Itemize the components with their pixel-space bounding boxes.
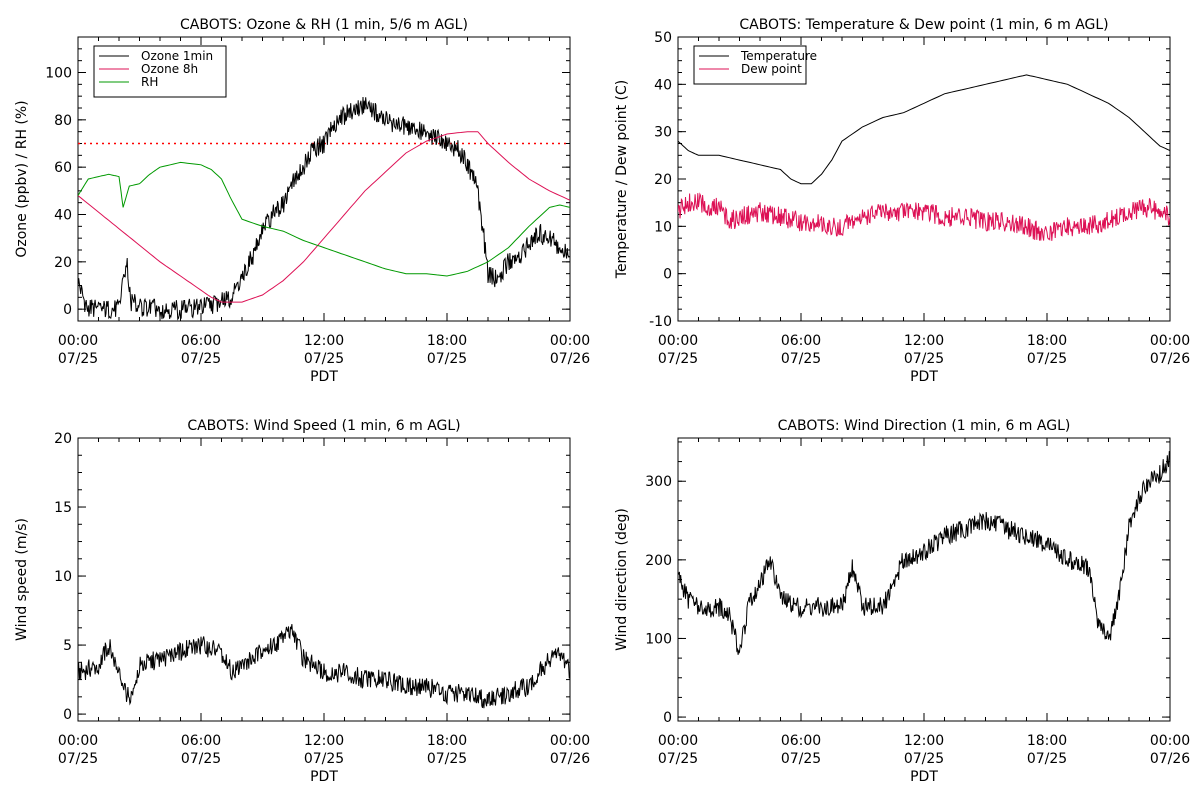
legend-label: Temperature: [740, 49, 817, 63]
legend-label: Ozone 8h: [141, 62, 198, 76]
plot-frame: [677, 437, 1171, 722]
x-tick-label: 18:00: [1027, 733, 1067, 749]
x-tick-label: 07/26: [1150, 351, 1190, 367]
panel-1: CABOTS: Ozone & RH (1 min, 5/6 m AGL) 00:…: [14, 17, 590, 385]
y-tick-label: 50: [654, 30, 672, 46]
x-tick-label: 00:00: [1150, 733, 1190, 749]
x-tick-label: 07/25: [58, 751, 98, 767]
x-tick-label: 07/25: [304, 351, 344, 367]
series-line-rh: [78, 161, 570, 277]
x-tick-label: 07/25: [658, 351, 698, 367]
x-tick-label: 18:00: [1027, 333, 1067, 349]
x-tick-label: 07/25: [904, 751, 944, 767]
y-tick-label: 40: [54, 208, 72, 224]
x-axis-label: PDT: [310, 769, 338, 785]
y-tick-label: 0: [663, 710, 672, 726]
x-tick-label: 00:00: [58, 333, 98, 349]
y-tick-label: 30: [654, 125, 672, 141]
y-tick-label: -10: [649, 314, 672, 330]
series-line-ozone-8h: [78, 131, 570, 303]
x-tick-label: 07/25: [304, 751, 344, 767]
y-tick-label: 0: [663, 267, 672, 283]
y-axis-label: Wind direction (deg): [614, 508, 630, 651]
x-tick-label: 07/26: [1150, 751, 1190, 767]
x-tick-label: 06:00: [781, 333, 821, 349]
x-tick-label: 07/26: [550, 351, 590, 367]
x-tick-label: 07/25: [58, 351, 98, 367]
y-tick-label: 80: [54, 113, 72, 129]
y-tick-label: 0: [63, 302, 72, 318]
x-tick-label: 12:00: [904, 333, 944, 349]
x-tick-label: 12:00: [304, 333, 344, 349]
y-axis-label: Ozone (ppbv) / RH (%): [14, 100, 30, 257]
x-tick-label: 07/25: [427, 351, 467, 367]
y-tick-label: 200: [645, 553, 672, 569]
x-tick-label: 07/25: [781, 751, 821, 767]
series-line-temperature: [678, 74, 1170, 185]
y-tick-label: 300: [645, 474, 672, 490]
x-tick-label: 00:00: [550, 333, 590, 349]
x-tick-label: 07/25: [1027, 751, 1067, 767]
x-axis-label: PDT: [910, 769, 938, 785]
y-axis-label: Wind speed (m/s): [14, 518, 30, 641]
series-line-ozone-1min: [78, 96, 570, 321]
x-tick-label: 07/25: [1027, 351, 1067, 367]
y-tick-label: 0: [63, 707, 72, 723]
x-tick-label: 18:00: [427, 333, 467, 349]
x-tick-label: 07/25: [181, 751, 221, 767]
x-tick-label: 07/25: [181, 351, 221, 367]
x-tick-label: 00:00: [550, 733, 590, 749]
x-tick-label: 07/25: [658, 751, 698, 767]
x-axis-label: PDT: [310, 369, 338, 385]
panel-4: CABOTS: Wind Direction (1 min, 6 m AGL) 0…: [614, 418, 1190, 785]
x-tick-label: 00:00: [1150, 333, 1190, 349]
chart-title: CABOTS: Temperature & Dew point (1 min, …: [739, 17, 1108, 33]
x-tick-label: 18:00: [427, 733, 467, 749]
panel-2: CABOTS: Temperature & Dew point (1 min, …: [614, 17, 1190, 385]
chart-title: CABOTS: Ozone & RH (1 min, 5/6 m AGL): [180, 17, 468, 33]
y-tick-label: 100: [645, 631, 672, 647]
series-line-wind-direction: [678, 451, 1170, 655]
y-tick-label: 20: [54, 255, 72, 271]
legend-label: RH: [141, 75, 158, 89]
chart-title: CABOTS: Wind Speed (1 min, 6 m AGL): [187, 418, 460, 434]
x-tick-label: 07/25: [904, 351, 944, 367]
x-tick-label: 12:00: [904, 733, 944, 749]
y-axis-label: Temperature / Dew point (C): [614, 80, 630, 279]
x-tick-label: 00:00: [658, 333, 698, 349]
y-tick-label: 20: [54, 431, 72, 447]
plot-frame: [77, 437, 571, 722]
x-tick-label: 12:00: [304, 733, 344, 749]
y-tick-label: 10: [54, 569, 72, 585]
legend-label: Ozone 1min: [141, 49, 213, 63]
y-tick-label: 40: [654, 77, 672, 93]
series-line-wind-speed: [78, 624, 570, 709]
y-tick-label: 20: [654, 172, 672, 188]
y-tick-label: 10: [654, 219, 672, 235]
x-axis-label: PDT: [910, 369, 938, 385]
legend-box: [93, 45, 227, 98]
y-tick-label: 15: [54, 500, 72, 516]
x-tick-label: 06:00: [181, 333, 221, 349]
legend-box: [693, 45, 807, 85]
chart-title: CABOTS: Wind Direction (1 min, 6 m AGL): [778, 418, 1071, 434]
x-tick-label: 06:00: [781, 733, 821, 749]
y-tick-label: 60: [54, 160, 72, 176]
y-tick-label: 5: [63, 638, 72, 654]
x-tick-label: 07/25: [427, 751, 467, 767]
y-tick-label: 100: [45, 66, 72, 82]
x-tick-label: 07/25: [781, 351, 821, 367]
x-tick-label: 00:00: [58, 733, 98, 749]
x-tick-label: 07/26: [550, 751, 590, 767]
x-tick-label: 06:00: [181, 733, 221, 749]
x-tick-label: 00:00: [658, 733, 698, 749]
legend-label: Dew point: [741, 62, 802, 76]
panel-3: CABOTS: Wind Speed (1 min, 6 m AGL) 00:00…: [14, 418, 590, 785]
series-line-dew-point: [678, 192, 1170, 241]
